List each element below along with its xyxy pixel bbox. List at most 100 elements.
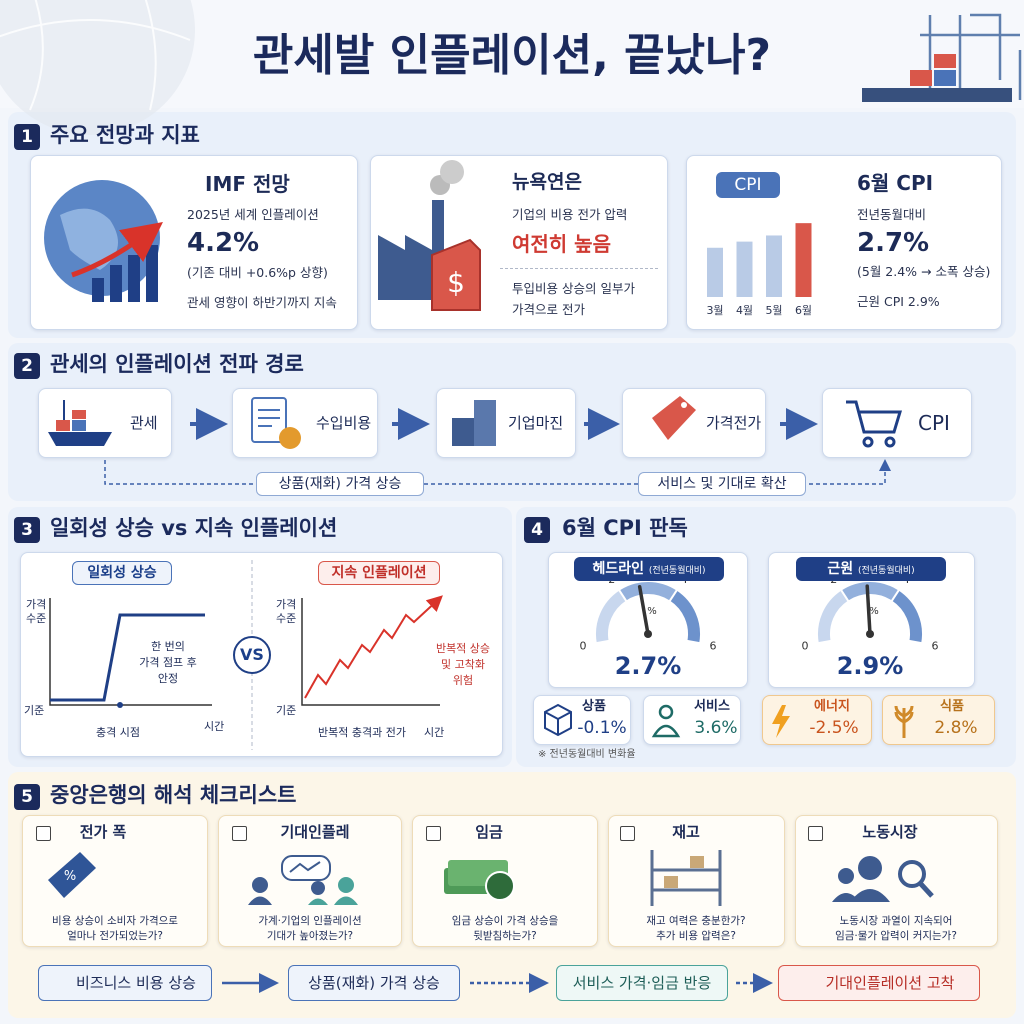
chart-note: 반복적 상승	[435, 642, 491, 655]
port-decoration	[862, 13, 1022, 102]
card-text: 관세 영향이 하반기까지 지속	[187, 295, 337, 310]
gauge-title: 헤드라인 (전년동월대비)	[574, 557, 724, 581]
section-number: 5	[14, 784, 40, 810]
card-text: 2025년 세계 인플레이션	[187, 207, 319, 222]
flow-step: 서비스 가격·임금 반응	[556, 965, 728, 1001]
item-title: 전가 폭	[79, 823, 127, 841]
check-card	[608, 815, 785, 947]
gauge-value: 2.9%	[836, 652, 904, 680]
tag-icon	[652, 396, 696, 440]
gauge-arc	[891, 590, 922, 644]
vs-label: VS	[240, 645, 264, 664]
item-desc: 기대가 높아졌는가?	[266, 930, 354, 942]
icon-glyph: $	[447, 266, 465, 299]
panel-label: 지속 인플레이션	[318, 561, 440, 585]
x-tick-label: 3월	[706, 304, 723, 317]
checkbox[interactable]	[36, 826, 51, 841]
section-number: 1	[14, 124, 40, 150]
one-off-chart	[49, 598, 212, 708]
gauge-title-text: 근원	[827, 561, 854, 577]
axis-label: 기준	[24, 704, 45, 717]
step-label: 수입비용	[316, 414, 372, 432]
section-title: 주요 전망과 지표	[50, 123, 200, 147]
chart-note: 위험	[452, 674, 474, 687]
item-desc: 재고 여력은 충분한가?	[646, 915, 746, 927]
gauge-hub	[644, 630, 652, 638]
component-name: 서비스	[694, 699, 730, 714]
card-status: 여전히 높음	[512, 232, 611, 256]
tick-mark	[668, 589, 678, 602]
component-card	[533, 695, 631, 745]
bar	[795, 223, 812, 297]
tick-mark	[686, 639, 701, 645]
factory-icon: $	[378, 160, 481, 311]
gauge-arc	[841, 582, 899, 601]
checkbox[interactable]	[426, 826, 441, 841]
x-tick-label: 4월	[736, 304, 753, 317]
gauge-needle	[637, 584, 650, 636]
item-desc: 노동시장 과열이 지속되어	[839, 915, 953, 927]
axis-label: 시간	[424, 726, 445, 739]
checkbox[interactable]	[232, 826, 247, 841]
tick-label: 0	[580, 639, 587, 652]
food-icon	[894, 705, 914, 738]
shelf-icon	[650, 850, 722, 906]
gauge-arc	[669, 590, 700, 644]
globe-icon	[44, 180, 163, 302]
section-title: 중앙은행의 해석 체크리스트	[50, 783, 297, 807]
people-icon	[248, 855, 358, 905]
gauge-title: 근원 (전년동월대비)	[796, 557, 946, 581]
step-label: CPI	[918, 411, 950, 435]
globe-decoration	[0, 0, 195, 135]
card-text: 근원 CPI 2.9%	[857, 294, 940, 309]
card-value: 2.7%	[857, 228, 930, 258]
axis-label: 수준	[276, 612, 297, 625]
section-title: 일회성 상승 vs 지속 인플레이션	[50, 516, 338, 540]
tick-mark	[840, 589, 850, 602]
spread-label: 상품(재화) 가격 상승	[256, 472, 424, 496]
card-text: (기존 대비 +0.6%p 상향)	[187, 265, 328, 280]
tick-label: 6	[931, 639, 938, 652]
card-text: (5월 2.4% → 소폭 상승)	[857, 264, 991, 279]
axis-label: 반복적 충격과 전가	[318, 726, 406, 739]
chart-note: 한 번의	[151, 640, 185, 653]
component-name: 식품	[940, 699, 964, 714]
checkbox[interactable]	[620, 826, 635, 841]
checkbox[interactable]	[808, 826, 823, 841]
money-icon	[444, 860, 515, 901]
item-desc: 임금·물가 압력이 커지는가?	[835, 930, 957, 942]
axis-label: 가격	[26, 598, 47, 611]
card-text: 기업의 비용 전가 압력	[512, 207, 628, 222]
card-title: 6월 CPI	[857, 171, 934, 195]
flow-step: 기대인플레이션 고착	[778, 965, 980, 1001]
chart-note: 가격 점프 후	[139, 656, 197, 669]
card-text: 전년동월대비	[857, 207, 927, 222]
gauge-arc	[818, 590, 849, 644]
card-text: 투입비용 상승의 일부가	[512, 281, 635, 296]
item-title: 기대인플레	[280, 823, 350, 841]
section-title: 관세의 인플레이션 전파 경로	[50, 352, 304, 376]
component-name: 상품	[582, 699, 606, 714]
chart-note: 안정	[157, 672, 179, 685]
item-title: 재고	[672, 823, 700, 841]
gauge-needle	[865, 584, 872, 636]
component-value: 2.8%	[934, 718, 978, 738]
spread-path	[104, 459, 891, 485]
axis-label: 충격 시점	[96, 726, 140, 739]
x-tick-label: 5월	[765, 304, 782, 317]
component-value: -0.1%	[577, 718, 627, 738]
footnote: ※ 전년동월대비 변화율	[538, 749, 636, 760]
item-desc: 가계·기업의 인플레이션	[258, 915, 362, 927]
gauge-value: 2.7%	[614, 652, 682, 680]
component-name: 에너지	[814, 699, 850, 714]
x-tick-label: 6월	[795, 304, 812, 317]
labor-icon	[832, 856, 934, 902]
persistent-chart	[301, 595, 443, 706]
gauge-hub	[866, 630, 874, 638]
gauge-subtitle: (전년동월대비)	[648, 566, 706, 576]
item-title: 임금	[475, 823, 503, 841]
cart-icon	[846, 400, 903, 448]
